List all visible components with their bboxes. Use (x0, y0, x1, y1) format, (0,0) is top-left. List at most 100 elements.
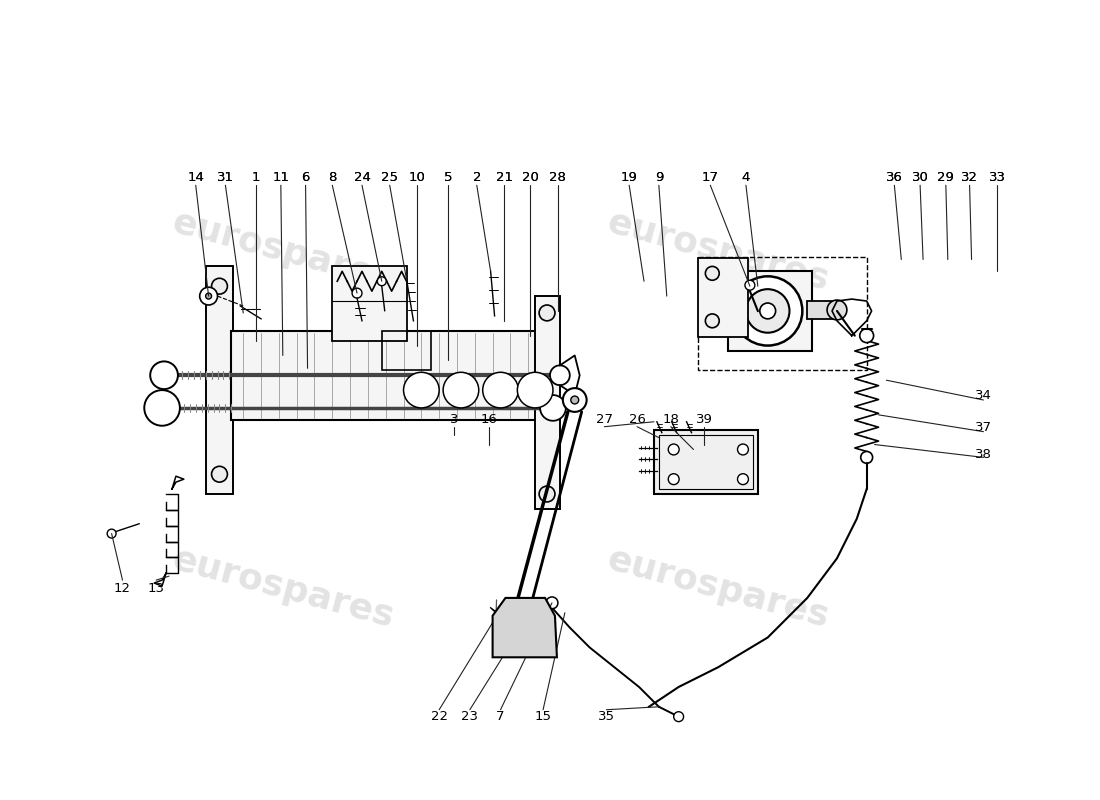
Text: 21: 21 (496, 171, 513, 184)
Circle shape (737, 444, 748, 455)
Circle shape (705, 314, 719, 328)
Text: eurospares: eurospares (604, 542, 833, 634)
Text: 17: 17 (702, 171, 718, 184)
Circle shape (571, 396, 579, 404)
Text: 14: 14 (187, 171, 205, 184)
Circle shape (860, 451, 872, 463)
Text: 28: 28 (550, 171, 566, 184)
Text: 2: 2 (473, 171, 481, 184)
Circle shape (211, 466, 228, 482)
Text: 19: 19 (620, 171, 638, 184)
Text: 12: 12 (114, 582, 131, 594)
Circle shape (151, 362, 178, 389)
Circle shape (760, 303, 775, 319)
Circle shape (550, 366, 570, 385)
Text: 6: 6 (301, 171, 310, 184)
Bar (382, 330, 431, 370)
Text: 18: 18 (662, 414, 679, 426)
Text: 24: 24 (353, 171, 371, 184)
Text: 9: 9 (654, 171, 663, 184)
Text: 37: 37 (975, 422, 992, 434)
Circle shape (107, 529, 117, 538)
Bar (332, 266, 407, 341)
Text: 32: 32 (961, 171, 978, 184)
Circle shape (539, 305, 554, 321)
Circle shape (705, 266, 719, 280)
Text: 28: 28 (550, 171, 566, 184)
Text: 33: 33 (989, 171, 1005, 184)
Text: 3: 3 (450, 414, 459, 426)
Text: 25: 25 (382, 171, 398, 184)
Text: 30: 30 (912, 171, 928, 184)
Text: 14: 14 (187, 171, 205, 184)
Text: 10: 10 (409, 171, 426, 184)
Circle shape (443, 372, 478, 408)
Bar (206, 266, 233, 494)
Text: 23: 23 (461, 710, 478, 723)
Text: 5: 5 (443, 171, 452, 184)
Text: 9: 9 (654, 171, 663, 184)
Text: 32: 32 (961, 171, 978, 184)
Circle shape (206, 293, 211, 299)
Circle shape (546, 597, 558, 609)
Bar (698, 257, 867, 370)
Text: 1: 1 (252, 171, 261, 184)
Text: eurospares: eurospares (168, 206, 397, 298)
Text: 38: 38 (975, 448, 992, 461)
Circle shape (733, 276, 802, 346)
Text: 27: 27 (596, 414, 613, 426)
Circle shape (827, 300, 847, 320)
Text: 19: 19 (620, 171, 638, 184)
Text: 24: 24 (353, 171, 371, 184)
Text: 4: 4 (741, 171, 750, 184)
Text: 2: 2 (473, 171, 481, 184)
Text: 25: 25 (382, 171, 398, 184)
Circle shape (746, 289, 790, 333)
Text: 36: 36 (886, 171, 903, 184)
Text: 11: 11 (273, 171, 289, 184)
Text: eurospares: eurospares (168, 542, 397, 634)
Bar (659, 434, 752, 489)
Text: 13: 13 (147, 582, 165, 594)
Text: 35: 35 (598, 710, 615, 723)
Text: 29: 29 (937, 171, 955, 184)
Text: 26: 26 (628, 414, 646, 426)
Text: 21: 21 (496, 171, 513, 184)
Text: 1: 1 (252, 171, 261, 184)
Circle shape (211, 278, 228, 294)
Circle shape (540, 395, 565, 421)
Text: 4: 4 (741, 171, 750, 184)
Circle shape (737, 474, 748, 485)
Text: 22: 22 (431, 710, 448, 723)
Circle shape (669, 444, 679, 455)
Circle shape (563, 388, 586, 412)
Circle shape (483, 372, 518, 408)
Circle shape (200, 287, 218, 305)
Bar (231, 330, 538, 420)
Bar (536, 296, 560, 509)
Text: 31: 31 (217, 171, 234, 184)
Text: 10: 10 (409, 171, 426, 184)
Text: 6: 6 (301, 171, 310, 184)
Text: 8: 8 (328, 171, 337, 184)
Text: 5: 5 (443, 171, 452, 184)
Circle shape (517, 372, 553, 408)
Text: 8: 8 (328, 171, 337, 184)
Text: 20: 20 (521, 171, 539, 184)
Bar (698, 258, 748, 337)
Bar (807, 301, 837, 319)
Circle shape (745, 280, 755, 290)
Circle shape (669, 474, 679, 485)
Polygon shape (493, 598, 557, 658)
Circle shape (352, 288, 362, 298)
Circle shape (673, 712, 683, 722)
Circle shape (524, 606, 537, 620)
Text: 33: 33 (989, 171, 1005, 184)
Circle shape (539, 486, 554, 502)
Text: 16: 16 (481, 414, 497, 426)
Text: 36: 36 (886, 171, 903, 184)
Text: 34: 34 (975, 389, 992, 402)
Circle shape (404, 372, 439, 408)
Text: 11: 11 (273, 171, 289, 184)
Text: 17: 17 (702, 171, 718, 184)
